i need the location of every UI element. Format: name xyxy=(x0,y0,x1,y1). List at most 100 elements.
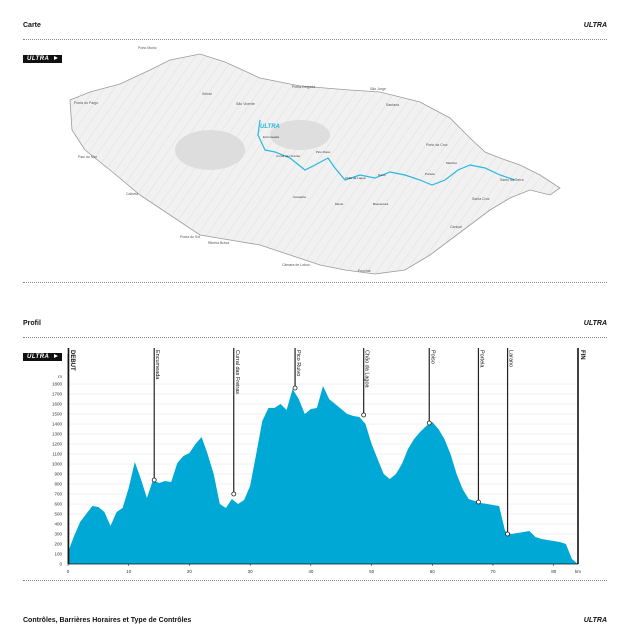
profile-badge-label: ULTRA xyxy=(27,354,50,360)
x-tick-label: 20 xyxy=(187,569,193,574)
x-unit-label: km xyxy=(575,569,581,574)
x-tick-label: 10 xyxy=(126,569,132,574)
checkpoint-marker xyxy=(476,499,481,505)
map-place-label: Porto da Cruz xyxy=(426,143,448,147)
route-line xyxy=(257,119,516,186)
map-place-label: Santa Cruz xyxy=(472,197,490,201)
y-tick-label: 0 xyxy=(59,562,62,567)
map-place-label: São Vicente xyxy=(236,102,255,106)
map-place-label: Ponta do Sol xyxy=(180,235,200,239)
map-place-label: Seixal xyxy=(202,92,212,96)
profile-ultra-badge: ULTRA xyxy=(23,353,63,361)
map-section-tag: ULTRA xyxy=(583,22,607,29)
y-tick-label: 1200 xyxy=(52,442,63,447)
map-place-label: Ponta Delgada xyxy=(292,85,315,89)
y-axis: 0 100 200 300 400 500 600 700 800 900 1000 1100 1200… xyxy=(52,354,69,567)
checkpoint-label: Curral das Freiras xyxy=(234,350,240,394)
y-tick-label: 100 xyxy=(54,552,62,557)
map-place-label: Porto Moniz xyxy=(138,46,157,50)
profile-section-tag: ULTRA xyxy=(583,320,607,327)
elevation-profile-chart: 0100200300400500600700800900100011001200… xyxy=(52,348,585,574)
x-tick-label: 40 xyxy=(308,569,314,574)
map-place-label: Machico xyxy=(446,161,458,165)
map-place-label: Santo da Serra xyxy=(500,178,524,182)
profile-section-header: Profil ULTRA xyxy=(23,320,607,332)
map-place-label: Curral das Freiras xyxy=(276,154,301,158)
checkpoint-marker xyxy=(292,385,298,391)
controls-section-title: Contrôles, Barrières Horaires et Type de… xyxy=(23,617,192,624)
checkpoint-marker xyxy=(361,412,367,418)
y-tick-label: 200 xyxy=(54,542,62,547)
checkpoint-label: Pico Ruivo xyxy=(295,350,301,376)
map-place-label: Portela xyxy=(425,172,435,176)
checkpoints: Encumeada Curral das Freiras Pico Ruivo Chã… xyxy=(67,348,579,564)
map-ultra-badge: ULTRA xyxy=(23,55,63,63)
map-place-label: Boaventura xyxy=(373,202,389,206)
checkpoint-marker xyxy=(231,491,237,497)
y-tick-label: 1600 xyxy=(52,402,63,407)
checkpoint-label: Encumeada xyxy=(154,350,160,380)
finish-label: FIN xyxy=(579,350,585,360)
play-icon xyxy=(54,56,59,61)
checkpoint-marker xyxy=(151,477,157,483)
map-place-label: São Jorge xyxy=(370,87,386,91)
map-place-label: Câmara de Lobos xyxy=(282,263,310,267)
map-place-label: Chão da Lagoa xyxy=(345,176,366,180)
map-place-label: Santana xyxy=(386,103,399,107)
terrain-hatching xyxy=(70,54,560,274)
map-bottom-rule xyxy=(23,282,607,283)
y-tick-label: 600 xyxy=(54,502,62,507)
map-place-label: Camacha xyxy=(293,195,306,199)
map-place-label: Monte xyxy=(335,202,344,206)
checkpoint-label: Poiso xyxy=(429,350,435,364)
x-tick-label: 0 xyxy=(67,569,70,574)
x-tick-label: 80 xyxy=(551,569,557,574)
y-tick-label: 400 xyxy=(54,522,62,527)
checkpoint-label: Larano xyxy=(508,350,514,367)
map-top-rule xyxy=(23,39,607,40)
map-badge-label: ULTRA xyxy=(27,56,50,62)
map-section-header: Carte ULTRA xyxy=(23,22,607,34)
map-section-title: Carte xyxy=(23,22,41,29)
map-place-label: Encumeada xyxy=(263,135,279,139)
map-place-label: Ponta do Pargo xyxy=(74,101,98,105)
x-tick-label: 50 xyxy=(369,569,375,574)
map-place-label: Paul do Mar xyxy=(78,155,98,159)
map-place-label: Caniçal xyxy=(450,225,462,229)
elevation-area xyxy=(68,386,578,564)
x-tick-label: 70 xyxy=(490,569,496,574)
y-tick-label: 500 xyxy=(54,512,62,517)
peak-shade xyxy=(270,120,330,150)
profile-top-rule xyxy=(23,337,607,338)
x-tick-label: 60 xyxy=(430,569,436,574)
checkpoint-label: Portela xyxy=(478,350,484,368)
map-place-label: Calheta xyxy=(126,192,138,196)
x-axis: 0 10 20 30 40 50 60 70 80 km xyxy=(67,563,581,574)
y-tick-label: 800 xyxy=(54,482,62,487)
route-label: ULTRA xyxy=(260,124,280,130)
island-map: ULTRA Porto Moniz Seixal São Vicente Pon… xyxy=(69,46,561,275)
checkpoint-label: Chão da Lagoa xyxy=(364,350,370,389)
start-label: DEBUT xyxy=(69,350,75,371)
controls-section-header: Contrôles, Barrières Horaires et Type de… xyxy=(23,617,607,629)
y-tick-label: 1300 xyxy=(52,432,63,437)
profile-bottom-rule xyxy=(23,580,607,581)
map-place-label: Pico Ruivo xyxy=(316,150,331,154)
y-tick-label: 300 xyxy=(54,532,62,537)
y-unit-label: m xyxy=(58,374,62,379)
y-tick-label: 1100 xyxy=(52,452,62,457)
map-place-label: Ribeira Brava xyxy=(208,241,229,245)
y-tick-label: 900 xyxy=(54,472,62,477)
y-tick-label: 1400 xyxy=(52,422,63,427)
map-place-label: Poiso xyxy=(378,173,386,177)
profile-section-title: Profil xyxy=(23,320,41,327)
y-tick-label: 700 xyxy=(54,492,62,497)
checkpoint-marker xyxy=(426,420,432,426)
plateau-shade xyxy=(175,130,245,170)
checkpoint-marker xyxy=(505,531,510,537)
controls-section-tag: ULTRA xyxy=(583,617,607,624)
y-tick-label: 1700 xyxy=(52,392,63,397)
y-tick-label: 1500 xyxy=(52,412,63,417)
map-place-label: Funchal xyxy=(358,269,371,273)
y-tick-label: 1000 xyxy=(52,462,63,467)
